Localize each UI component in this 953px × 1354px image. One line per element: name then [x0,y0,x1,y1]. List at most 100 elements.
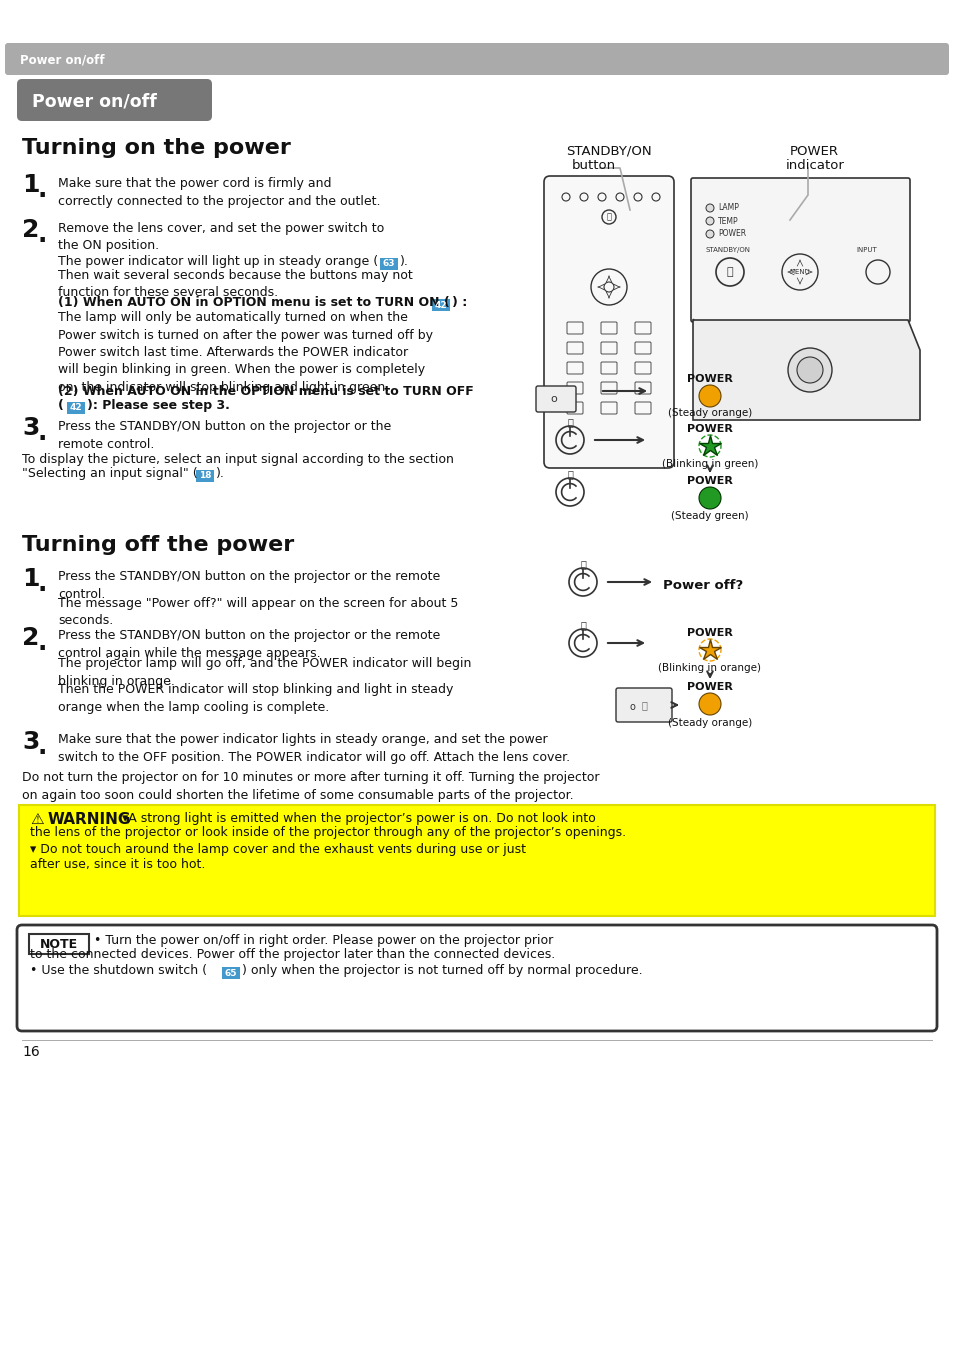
Text: The message "Power off?" will appear on the screen for about 5
seconds.: The message "Power off?" will appear on … [58,597,457,627]
Circle shape [705,217,713,225]
Text: ⏻: ⏻ [606,213,611,222]
Text: button: button [572,158,616,172]
Text: Do not turn the projector on for 10 minutes or more after turning it off. Turnin: Do not turn the projector on for 10 minu… [22,770,598,802]
Text: .: . [38,631,48,655]
Text: STANDBY/ON: STANDBY/ON [705,246,750,253]
Text: 65: 65 [225,968,237,978]
Text: Power on/off: Power on/off [20,54,105,66]
Text: (Steady orange): (Steady orange) [667,718,751,728]
Text: 2: 2 [22,218,39,242]
Text: indicator: indicator [785,158,844,172]
Circle shape [699,487,720,509]
Text: after use, since it is too hot.: after use, since it is too hot. [30,858,205,871]
Text: o: o [629,701,636,712]
Text: Power off?: Power off? [662,580,742,592]
Text: POWER: POWER [686,682,732,692]
Circle shape [705,204,713,213]
Text: 18: 18 [198,471,211,481]
Text: (: ( [58,399,64,412]
FancyBboxPatch shape [195,470,213,482]
Text: 1: 1 [22,567,39,590]
Text: ⏻: ⏻ [566,417,573,427]
Text: .: . [38,177,48,202]
Text: MENU: MENU [789,269,809,275]
Text: ) only when the projector is not turned off by normal procedure.: ) only when the projector is not turned … [242,964,642,978]
Text: ⏻: ⏻ [579,559,585,569]
Text: ) :: ) : [452,297,467,309]
Text: 42: 42 [435,301,447,310]
Text: Press the STANDBY/ON button on the projector or the remote
control again while t: Press the STANDBY/ON button on the proje… [58,630,439,659]
Text: The lamp will only be automatically turned on when the
Power switch is turned on: The lamp will only be automatically turn… [58,311,433,394]
Text: POWER: POWER [686,477,732,486]
Text: ▾ Do not touch around the lamp cover and the exhaust vents during use or just: ▾ Do not touch around the lamp cover and… [30,844,525,856]
Text: ⏻: ⏻ [566,468,573,479]
Text: 3: 3 [22,730,39,754]
Text: Power on/off: Power on/off [32,93,156,111]
Text: WARNING: WARNING [48,812,132,827]
Text: 1: 1 [22,173,39,196]
Text: Then the POWER indicator will stop blinking and light in steady
orange when the : Then the POWER indicator will stop blink… [58,682,453,714]
Text: The projector lamp will go off, and the POWER indicator will begin
blinking in o: The projector lamp will go off, and the … [58,657,471,688]
Text: (Steady orange): (Steady orange) [667,408,751,418]
Circle shape [699,385,720,408]
FancyBboxPatch shape [17,79,212,121]
FancyBboxPatch shape [616,688,671,722]
Text: Turning on the power: Turning on the power [22,138,291,158]
Text: ).: ). [215,467,225,481]
Text: STANDBY/ON: STANDBY/ON [565,145,651,158]
Text: Turning off the power: Turning off the power [22,535,294,555]
Text: Make sure that the power cord is firmly and
correctly connected to the projector: Make sure that the power cord is firmly … [58,177,380,207]
Text: 2: 2 [22,626,39,650]
Text: POWER: POWER [686,424,732,435]
FancyBboxPatch shape [19,806,934,917]
Text: ⏻: ⏻ [579,620,585,630]
Text: To display the picture, select an input signal according to the section: To display the picture, select an input … [22,454,454,466]
FancyBboxPatch shape [5,43,948,74]
Text: ): Please see step 3.: ): Please see step 3. [87,399,230,412]
Text: ).: ). [399,255,409,268]
Text: POWER: POWER [789,145,838,158]
Text: ⏻: ⏻ [726,267,733,278]
Text: • Turn the power on/off in right order. Please power on the projector prior: • Turn the power on/off in right order. … [94,934,553,946]
Text: .: . [38,223,48,246]
Text: 16: 16 [22,1045,40,1059]
Text: Then wait several seconds because the buttons may not
function for these several: Then wait several seconds because the bu… [58,269,413,299]
FancyBboxPatch shape [29,934,89,955]
Text: the lens of the projector or look inside of the projector through any of the pro: the lens of the projector or look inside… [30,826,625,839]
Circle shape [787,348,831,393]
Text: POWER: POWER [686,374,732,385]
Polygon shape [692,320,919,420]
Text: .: . [38,571,48,596]
Text: 💻: 💻 [640,700,646,709]
Text: Remove the lens cover, and set the power switch to
the ON position.: Remove the lens cover, and set the power… [58,222,384,252]
Circle shape [705,230,713,238]
FancyBboxPatch shape [690,177,909,322]
Text: 42: 42 [70,403,82,413]
FancyBboxPatch shape [222,967,240,979]
Text: .: . [38,421,48,445]
Text: The power indicator will light up in steady orange (: The power indicator will light up in ste… [58,255,377,268]
Text: Press the STANDBY/ON button on the projector or the
remote control.: Press the STANDBY/ON button on the proje… [58,420,391,451]
FancyBboxPatch shape [536,386,576,412]
Text: .: . [38,735,48,760]
Text: Make sure that the power indicator lights in steady orange, and set the power
sw: Make sure that the power indicator light… [58,733,570,764]
Text: LAMP: LAMP [718,203,739,213]
Text: to the connected devices. Power off the projector later than the connected devic: to the connected devices. Power off the … [30,948,555,961]
Circle shape [796,357,822,383]
Text: 3: 3 [22,416,39,440]
FancyBboxPatch shape [379,259,397,269]
Text: (2) When AUTO ON in the OPTION menu is set to TURN OFF: (2) When AUTO ON in the OPTION menu is s… [58,385,474,398]
FancyBboxPatch shape [17,925,936,1030]
Text: ▾A strong light is emitted when the projector’s power is on. Do not look into: ▾A strong light is emitted when the proj… [118,812,595,825]
Text: • Use the shutdown switch (: • Use the shutdown switch ( [30,964,207,978]
Text: (1) When AUTO ON in OPTION menu is set to TURN ON (: (1) When AUTO ON in OPTION menu is set t… [58,297,449,309]
Text: ⚠: ⚠ [30,812,44,827]
FancyBboxPatch shape [432,299,450,311]
Text: Press the STANDBY/ON button on the projector or the remote
control.: Press the STANDBY/ON button on the proje… [58,570,439,601]
Text: (Blinking in green): (Blinking in green) [661,459,758,468]
Text: INPUT: INPUT [855,246,876,253]
Text: POWER: POWER [686,628,732,638]
FancyBboxPatch shape [543,176,673,468]
Text: o: o [550,394,557,403]
Circle shape [699,693,720,715]
